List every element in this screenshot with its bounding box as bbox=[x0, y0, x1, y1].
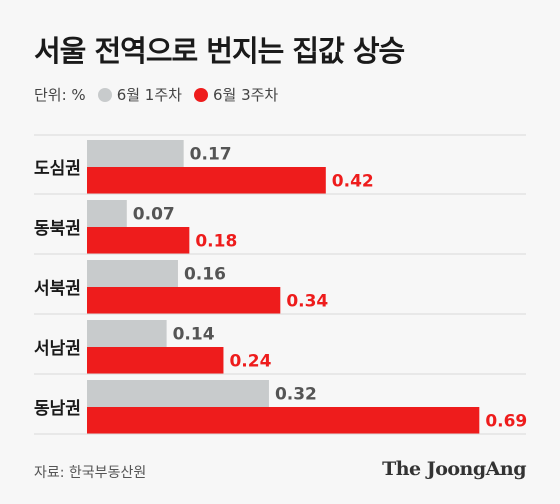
value-label-series2: 0.24 bbox=[229, 352, 271, 372]
legend: 단위: % 6월 1주차 6월 3주차 bbox=[34, 84, 278, 105]
source-note: 자료: 한국부동산원 bbox=[34, 465, 147, 481]
bar-series1 bbox=[87, 140, 184, 167]
category-label: 서남권 bbox=[34, 339, 81, 359]
value-label-series1: 0.14 bbox=[173, 325, 215, 345]
bar-series2 bbox=[87, 287, 281, 314]
bar-series2 bbox=[87, 227, 190, 254]
category-label: 동북권 bbox=[34, 219, 81, 239]
category-label: 도심권 bbox=[34, 159, 81, 179]
legend-label-series2: 6월 3주차 bbox=[212, 86, 279, 104]
unit-label: 단위: % bbox=[34, 86, 86, 104]
legend-item-series2: 6월 3주차 bbox=[193, 84, 279, 105]
value-label-series2: 0.69 bbox=[485, 412, 527, 432]
legend-swatch-series2 bbox=[193, 87, 208, 102]
legend-item-series1: 6월 1주차 bbox=[97, 84, 182, 105]
bar-series2 bbox=[87, 347, 224, 374]
bar-series1 bbox=[87, 320, 167, 347]
bar-series2 bbox=[87, 167, 326, 194]
legend-label-series1: 6월 1주차 bbox=[116, 86, 182, 104]
brand-logo: The JoongAng bbox=[382, 458, 526, 480]
value-label-series2: 0.42 bbox=[332, 172, 374, 192]
value-label-series1: 0.17 bbox=[190, 145, 232, 165]
bar-series2 bbox=[87, 407, 480, 434]
value-label-series1: 0.07 bbox=[133, 205, 175, 225]
value-label-series2: 0.34 bbox=[286, 292, 328, 312]
category-label: 동남권 bbox=[34, 399, 81, 419]
bar-series1 bbox=[87, 380, 269, 407]
bar-series1 bbox=[87, 260, 178, 287]
category-label: 서북권 bbox=[34, 279, 81, 299]
chart-title: 서울 전역으로 번지는 집값 상승 bbox=[34, 34, 405, 68]
value-label-series1: 0.32 bbox=[275, 385, 317, 405]
bar-series1 bbox=[87, 200, 127, 227]
value-label-series2: 0.18 bbox=[195, 232, 237, 252]
value-label-series1: 0.16 bbox=[184, 265, 226, 285]
legend-swatch-series1 bbox=[97, 87, 112, 102]
